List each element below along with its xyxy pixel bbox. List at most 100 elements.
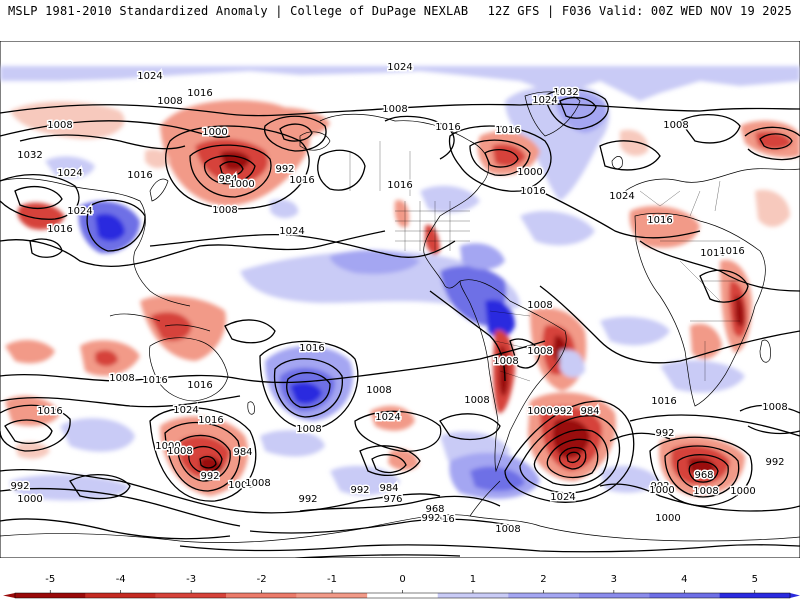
isobar-label: 1016 — [187, 380, 212, 391]
isobar-line — [544, 88, 609, 130]
anomaly-blob — [660, 360, 745, 393]
isobar-line — [179, 544, 800, 553]
anomaly-map: 1024 1024 1016 1008 1008 1032 1024 1016 1024 1016… — [0, 41, 800, 558]
colorbar-segment — [649, 593, 720, 598]
isobar-label: 1016 — [647, 215, 672, 226]
map-title: MSLP 1981-2010 Standardized Anomaly | Co… — [8, 4, 469, 18]
model-valid-time: 12Z GFS | F036 Valid: 00Z WED NOV 19 202… — [487, 4, 792, 18]
isobar-label: 1016 — [198, 415, 223, 426]
isobar-label: 968 — [694, 470, 713, 481]
isobar-line — [0, 103, 800, 117]
isobar-label: 1016 — [47, 224, 72, 235]
isobar-label: 1008 — [245, 478, 270, 489]
isobar-label: 1008 — [495, 524, 520, 535]
coastline-antarctica — [0, 514, 800, 543]
isobar-line — [188, 445, 223, 474]
colorbar-tick-label: 5 — [752, 574, 758, 585]
isobar-line — [629, 414, 800, 437]
colorbar-tick-label: 2 — [540, 574, 546, 585]
colorbar-tick-label: -5 — [45, 574, 55, 585]
anomaly-blob — [290, 382, 322, 404]
coastline-south-america — [459, 279, 567, 473]
anomaly-blob — [5, 339, 55, 364]
isobar-label: 1016 — [142, 375, 167, 386]
colorbar-segment — [578, 593, 650, 598]
coastline-greenland — [524, 91, 581, 137]
isobar-label: 1000 — [17, 494, 42, 505]
colorbar-segment — [155, 593, 227, 598]
colorbar-tick-label: -1 — [327, 574, 337, 585]
isobar-line — [0, 487, 241, 527]
isobar-line — [448, 125, 552, 192]
anomaly-blob — [735, 295, 745, 327]
anomaly-blob — [460, 243, 505, 270]
isobar-line — [164, 421, 241, 492]
isobar-label: 976 — [383, 494, 402, 505]
isobar-line — [759, 133, 793, 150]
isobar-contours — [0, 88, 800, 558]
africa-borders — [660, 240, 740, 381]
isobar-label: 992 — [764, 456, 783, 467]
isobar-line — [539, 285, 800, 364]
isobar-label: 968 — [425, 504, 444, 515]
isobar-line — [285, 554, 461, 558]
isobar-line — [0, 174, 80, 220]
isobar-line — [259, 340, 359, 430]
isobar-label: 984 — [218, 174, 237, 185]
anomaly-blob — [425, 224, 440, 255]
isobar-label: 1024 — [57, 168, 82, 179]
isobar-label: 1008 — [527, 300, 552, 311]
isobar-label: 1016 — [435, 122, 460, 133]
isobar-line — [609, 432, 671, 442]
isobar-line — [371, 454, 407, 474]
isobar-label: 1024 — [279, 226, 304, 237]
isobar-label: 1024 — [375, 412, 400, 423]
isobar-line — [484, 148, 519, 168]
coastline-new-zealand — [247, 401, 255, 415]
isobar-line — [558, 446, 587, 470]
anomaly-shading — [0, 66, 800, 501]
isobar-label: 1008 — [167, 446, 192, 457]
coastline-europe — [624, 168, 800, 192]
isobar-line — [546, 438, 599, 479]
isobar-label: 1008 — [109, 373, 134, 384]
isobar-line — [519, 415, 621, 494]
anomaly-blob — [60, 418, 135, 452]
isobar-label: 1008 — [464, 395, 489, 406]
isobar-line — [677, 454, 729, 490]
isobar-label: 1000 — [649, 485, 674, 496]
isobar-line — [0, 230, 386, 268]
isobar-label: 1016 — [429, 514, 454, 525]
isobar-line — [249, 518, 521, 534]
colorbar-high-arrow — [790, 593, 800, 598]
colorbar-segment — [15, 593, 86, 598]
isobar-line — [286, 372, 331, 408]
isobar-line — [504, 400, 635, 503]
isobar-line — [199, 455, 217, 469]
anomaly-blob — [330, 465, 400, 496]
isobar-label: 984 — [233, 447, 252, 458]
isobar-line — [177, 434, 231, 482]
isobar-label: 1016 — [289, 175, 314, 186]
colorbar-segment — [85, 593, 156, 598]
isobar-line — [149, 234, 456, 258]
isobar-label: 1032 — [553, 87, 578, 98]
colorbar-ticks: -5 -4 -3 -2 -1 0 1 2 3 4 5 — [45, 574, 758, 593]
colorbar-tick-label: 4 — [681, 574, 687, 585]
isobar-label: 1008 — [663, 120, 688, 131]
isobar-label: 1016 — [495, 125, 520, 136]
colorbar-tick-label: 0 — [399, 574, 405, 585]
isobar-label: 1000 — [517, 167, 542, 178]
anomaly-blob — [10, 101, 125, 140]
isobar-line — [165, 125, 310, 210]
isobar-label: 992 — [553, 406, 572, 417]
isobar-line — [599, 483, 800, 512]
isobar-line — [0, 518, 231, 540]
isobar-label: 1000 — [730, 486, 755, 497]
isobar-label: 984 — [580, 406, 599, 417]
anomaly-blob — [560, 349, 585, 378]
isobar-label: 1008 — [47, 120, 72, 131]
anomaly-blob — [755, 189, 790, 227]
isobar-line — [566, 451, 581, 463]
